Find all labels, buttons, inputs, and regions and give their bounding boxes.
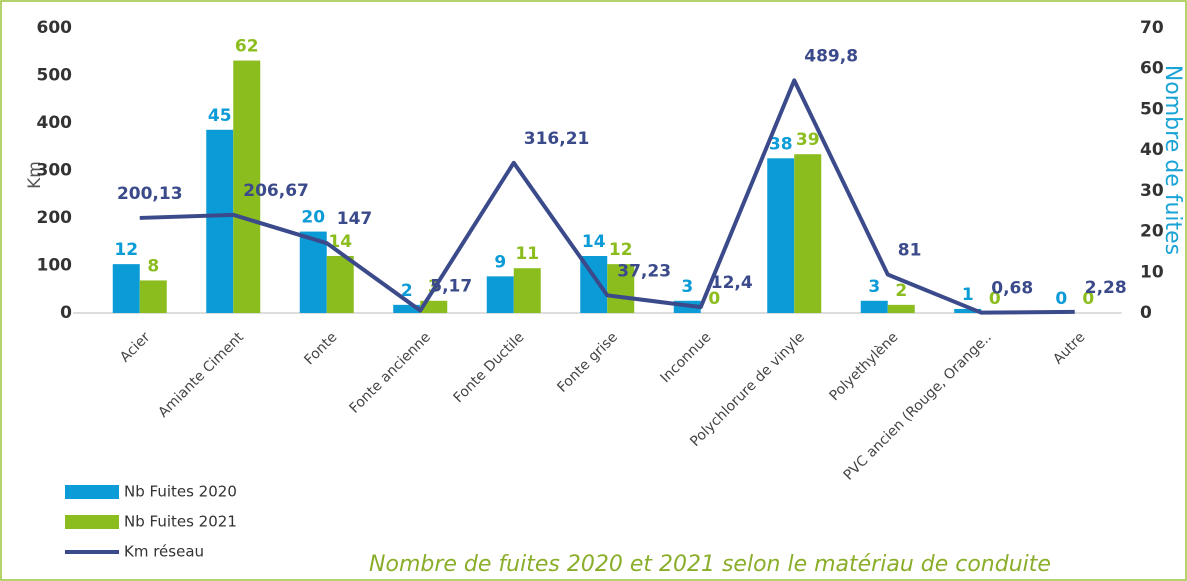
line-value-label: 0,68 (991, 279, 1033, 299)
line-value-label: 206,67 (243, 181, 309, 201)
bar (393, 304, 421, 313)
bar (860, 300, 888, 313)
bar-value-label: 12 (114, 240, 138, 260)
bar-value-label: 8 (147, 256, 159, 276)
line (139, 78, 1075, 315)
y-axis-label: Km (25, 161, 45, 189)
bar-value-label: 2 (895, 281, 907, 301)
bar-value-label: 2 (401, 281, 413, 301)
y-tick-label: 300 (37, 161, 73, 181)
bar (767, 158, 795, 313)
bar (112, 264, 140, 313)
bar (420, 300, 448, 313)
legend-label: Nb Fuites 2020 (124, 483, 237, 501)
bar-value-label: 20 (301, 208, 325, 228)
line-value-label: 37,23 (617, 261, 671, 281)
y2-tick-label: 30 (1140, 181, 1164, 201)
bar-value-label: 38 (769, 134, 793, 154)
line-value-label: 2,28 (1085, 278, 1127, 298)
y-tick-label: 200 (37, 208, 73, 228)
bar (607, 264, 635, 313)
bar (513, 268, 541, 313)
y2-tick-label: 70 (1140, 18, 1164, 38)
bar (139, 280, 167, 313)
line-value-label: 147 (337, 209, 373, 229)
legend-swatch (65, 485, 119, 499)
bar-value-label: 3 (868, 277, 880, 297)
bar-value-label: 11 (515, 244, 539, 264)
line-value-label: 81 (898, 241, 922, 261)
bar (206, 129, 234, 313)
bar-value-label: 12 (609, 240, 633, 260)
line-value-label: 316,21 (524, 129, 590, 149)
y2-axis-label: Nombre de fuites (1160, 65, 1185, 255)
y2-tick-label: 50 (1140, 99, 1164, 119)
bar-value-label: 3 (681, 277, 693, 297)
bar-value-label: 45 (208, 106, 232, 126)
bar-value-label: 0 (1055, 289, 1067, 309)
bar (887, 304, 915, 313)
y2-tick-label: 20 (1140, 222, 1164, 242)
y-tick-label: 500 (37, 66, 73, 86)
bar (794, 154, 822, 313)
bar (486, 276, 514, 313)
y-tick-label: 0 (60, 303, 72, 323)
y2-tick-label: 10 (1140, 262, 1164, 282)
y-tick-label: 400 (37, 113, 73, 133)
bar-value-label: 0 (708, 289, 720, 309)
line-value-label: 5,17 (430, 277, 472, 297)
bar (326, 256, 354, 313)
bar-value-label: 0 (989, 289, 1001, 309)
legend-label: Km réseau (124, 543, 204, 561)
y-tick-label: 600 (37, 18, 73, 38)
y2-tick-label: 40 (1140, 140, 1164, 160)
y-tick-label: 100 (37, 256, 73, 276)
bar-value-label: 14 (582, 232, 606, 252)
bar (233, 60, 261, 314)
y2-tick-label: 60 (1140, 59, 1164, 79)
bar-value-label: 0 (1082, 289, 1094, 309)
bar (954, 308, 982, 313)
chart-title: Nombre de fuites 2020 et 2021 selon le m… (369, 552, 1051, 577)
bar-value-label: 62 (235, 37, 259, 57)
y2-tick-label: 0 (1140, 303, 1152, 323)
line-value-label: 12,4 (711, 273, 753, 293)
bar (299, 231, 327, 313)
line-value-label: 200,13 (117, 184, 183, 204)
legend-label: Nb Fuites 2021 (124, 513, 237, 531)
bar-value-label: 1 (962, 285, 974, 305)
legend-swatch (65, 515, 119, 529)
line-value-label: 489,8 (804, 46, 858, 66)
bar-value-label: 39 (796, 130, 820, 150)
bar-value-label: 9 (494, 252, 506, 272)
